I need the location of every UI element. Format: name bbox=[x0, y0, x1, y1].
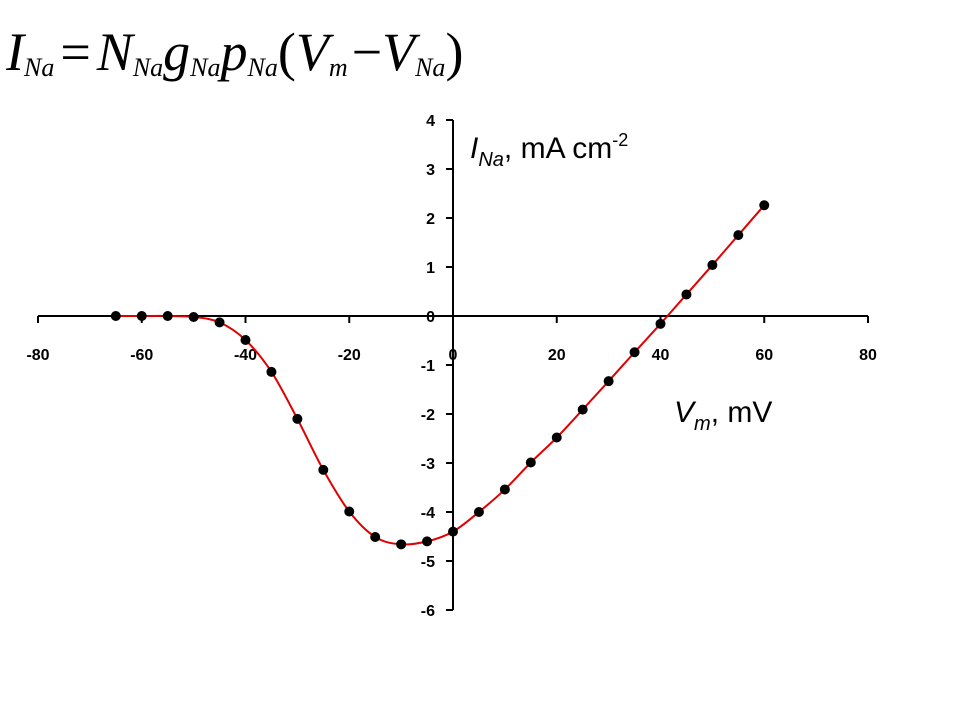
x-tick-label: -40 bbox=[234, 347, 257, 364]
data-point bbox=[577, 404, 588, 415]
eq-equals: = bbox=[60, 22, 90, 82]
eq-channel-count-subscript: Na bbox=[132, 53, 163, 82]
y-tick-label: -6 bbox=[421, 603, 435, 620]
y-axis-title-symbol: I bbox=[470, 132, 478, 165]
data-point bbox=[188, 311, 199, 322]
data-point bbox=[370, 531, 381, 542]
data-point bbox=[214, 317, 225, 328]
data-point bbox=[733, 230, 744, 241]
data-point bbox=[629, 347, 640, 358]
eq-open-probability: p bbox=[217, 22, 248, 82]
x-axis-title-symbol: V bbox=[674, 396, 697, 429]
y-tick-label: -1 bbox=[421, 358, 435, 375]
x-tick-label: 80 bbox=[859, 347, 877, 364]
eq-minus: − bbox=[352, 22, 382, 82]
data-point bbox=[525, 457, 536, 468]
y-tick-label: 1 bbox=[426, 260, 435, 277]
y-tick-label: -3 bbox=[421, 456, 435, 473]
y-tick-label: 2 bbox=[426, 211, 435, 228]
x-tick-label: 20 bbox=[548, 347, 566, 364]
x-tick-label: 0 bbox=[449, 347, 458, 364]
eq-membrane-voltage: V bbox=[296, 22, 335, 82]
data-point bbox=[448, 526, 458, 537]
data-point bbox=[318, 464, 329, 475]
data-point bbox=[266, 366, 277, 377]
data-point bbox=[681, 289, 692, 300]
data-point bbox=[473, 507, 484, 517]
data-point bbox=[422, 536, 433, 547]
eq-open-probability-subscript: Na bbox=[247, 53, 278, 82]
data-point bbox=[344, 506, 355, 517]
y-tick-label: -4 bbox=[421, 505, 435, 522]
data-point bbox=[603, 376, 614, 387]
eq-close-paren: ) bbox=[445, 22, 463, 82]
data-point bbox=[396, 539, 407, 550]
eq-conductance-subscript: Na bbox=[189, 53, 220, 82]
eq-current-subscript: Na bbox=[23, 53, 54, 82]
equation: INa = NNagNapNa(Vm−VNa) bbox=[6, 22, 463, 82]
y-axis-title-exponent: -2 bbox=[612, 130, 628, 150]
data-point bbox=[240, 335, 251, 346]
y-tick-label: 3 bbox=[426, 162, 435, 179]
y-tick-label: -2 bbox=[421, 407, 435, 424]
eq-current-symbol: I bbox=[6, 22, 27, 82]
x-tick-label: -80 bbox=[26, 347, 49, 364]
y-axis-title-subscript: Na bbox=[478, 149, 504, 171]
tick-labels: -80 -60 -40 -20 0 20 40 60 80 4 3 2 1 0 -1 -2 -3 -4 -5 -6 bbox=[26, 113, 877, 620]
data-point bbox=[551, 432, 562, 443]
x-axis-title-subscript: m bbox=[694, 413, 711, 435]
x-tick-label: -60 bbox=[130, 347, 153, 364]
y-tick-label: 4 bbox=[426, 113, 435, 130]
data-point bbox=[292, 413, 303, 424]
x-tick-label: -20 bbox=[338, 347, 361, 364]
y-tick-label: 0 bbox=[426, 309, 435, 326]
data-point bbox=[136, 311, 147, 321]
x-tick-label: 40 bbox=[652, 347, 670, 364]
y-axis-title-unit: , mA cm bbox=[504, 132, 612, 165]
svg-text:INa=NNagNapNa(Vm−VNa): INa = NNagNapNa(Vm−VNa) bbox=[6, 22, 463, 82]
y-axis-title: INa, mA cm-2 bbox=[470, 130, 628, 171]
data-point bbox=[707, 260, 718, 271]
eq-membrane-voltage-subscript: m bbox=[329, 53, 348, 82]
eq-reversal-voltage: V bbox=[382, 22, 421, 82]
eq-open-paren: ( bbox=[278, 22, 296, 82]
series-line bbox=[115, 204, 766, 546]
x-axis-title-unit: , mV bbox=[711, 396, 773, 429]
eq-conductance: g bbox=[163, 22, 190, 82]
data-point bbox=[162, 311, 173, 321]
eq-channel-count: N bbox=[96, 22, 136, 82]
y-tick-label: -5 bbox=[421, 554, 435, 571]
x-tick-label: 60 bbox=[755, 347, 773, 364]
data-point bbox=[110, 311, 121, 321]
data-point bbox=[499, 484, 510, 495]
eq-reversal-voltage-subscript: Na bbox=[414, 53, 445, 82]
data-point bbox=[759, 200, 770, 211]
data-point bbox=[655, 318, 666, 329]
series-markers bbox=[110, 200, 770, 550]
x-axis-title: Vm, mV bbox=[674, 396, 772, 435]
